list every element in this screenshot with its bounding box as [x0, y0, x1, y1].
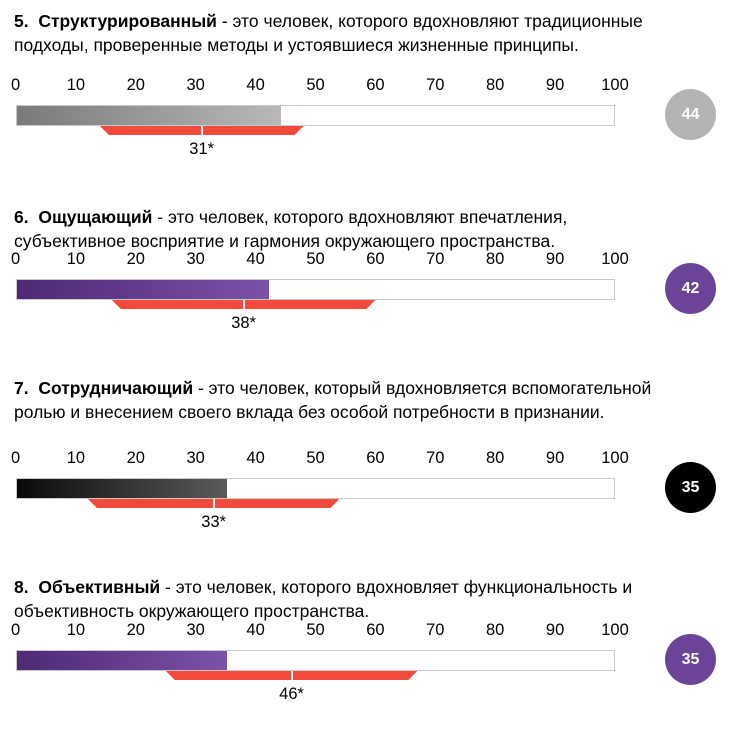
tick-label: 50	[306, 621, 325, 639]
tick-label: 30	[186, 76, 205, 94]
section-description: 5. Структурированный - это человек, кото…	[14, 10, 654, 57]
tick-label: 10	[66, 250, 86, 268]
score-chart: 0 10 20 30 40 50 60 70 80 90 100 46* 35	[0, 621, 731, 741]
norm-average-label: 46*	[279, 685, 304, 703]
tick-label: 100	[601, 250, 629, 268]
score-badge: 35	[665, 634, 716, 685]
tick-label: 50	[306, 449, 325, 467]
tick-label: 0	[11, 621, 21, 639]
tick-label: 10	[66, 76, 86, 94]
section-text: - это человек, который вдохновляется всп…	[14, 378, 652, 422]
tick-label: 10	[66, 621, 86, 639]
score-track	[16, 650, 615, 671]
section-title: Объективный	[38, 577, 161, 597]
tick-label: 100	[601, 449, 629, 467]
tick-label: 40	[246, 76, 265, 94]
tick-label: 40	[246, 621, 265, 639]
score-bar	[17, 106, 281, 125]
tick-label: 100	[601, 76, 629, 94]
section-title: Структурированный	[38, 11, 217, 31]
section-number: 6.	[14, 207, 29, 227]
tick-label: 60	[366, 621, 385, 639]
section-number: 7.	[14, 378, 29, 398]
tick-label: 80	[486, 76, 505, 94]
norm-average-label: 38*	[231, 314, 256, 332]
tick-label: 40	[246, 250, 265, 268]
section-number: 8.	[14, 577, 29, 597]
tick-label: 20	[126, 76, 145, 94]
tick-label: 80	[486, 449, 505, 467]
tick-label: 50	[306, 250, 325, 268]
norm-average-label: 33*	[201, 513, 227, 531]
score-chart: 0 10 20 30 40 50 60 70 80 90 100 33* 35	[0, 449, 731, 569]
tick-label: 80	[486, 250, 505, 268]
tick-label: 20	[126, 449, 145, 467]
score-track	[16, 478, 615, 499]
section-description: 7. Сотрудничающий - это человек, который…	[14, 377, 654, 424]
score-bar	[17, 479, 227, 498]
tick-label: 70	[426, 621, 445, 639]
tick-label: 50	[306, 76, 325, 94]
tick-label: 100	[601, 621, 629, 639]
tick-label: 30	[186, 250, 205, 268]
norm-average-label: 31*	[189, 140, 215, 158]
norm-average-marker	[200, 126, 203, 135]
tick-label: 60	[366, 250, 385, 268]
score-track	[16, 105, 615, 126]
tick-label: 70	[426, 250, 445, 268]
section-title: Сотрудничающий	[38, 378, 194, 398]
score-chart: 0 10 20 30 40 50 60 70 80 90 100 38* 42	[0, 250, 731, 370]
norm-average-marker	[290, 671, 293, 680]
section-description: 6. Ощущающий - это человек, которого вдо…	[14, 206, 654, 253]
tick-label: 0	[11, 76, 21, 94]
score-track	[16, 279, 615, 300]
tick-label: 70	[426, 76, 445, 94]
section-description: 8. Объективный - это человек, которого в…	[14, 576, 654, 623]
tick-label: 30	[186, 449, 205, 467]
tick-label: 60	[366, 76, 385, 94]
section-text: - это человек, которого вдохновляют впеч…	[14, 207, 568, 251]
tick-label: 0	[11, 250, 21, 268]
norm-average-marker	[242, 300, 245, 309]
score-badge: 42	[665, 263, 716, 314]
score-chart: 0 10 20 30 40 50 60 70 80 90 100 31* 44	[0, 76, 731, 196]
tick-label: 40	[246, 449, 265, 467]
norm-average-marker	[212, 499, 215, 508]
section-text: - это человек, которого вдохновляют трад…	[14, 11, 643, 55]
tick-label: 0	[11, 449, 21, 467]
tick-label: 90	[545, 76, 565, 94]
score-bar	[17, 651, 227, 670]
section-text: - это человек, которого вдохновляет функ…	[14, 577, 633, 621]
tick-label: 90	[545, 449, 565, 467]
score-badge: 35	[665, 462, 716, 513]
score-bar	[17, 280, 269, 299]
tick-label: 60	[366, 449, 385, 467]
score-badge: 44	[665, 89, 716, 140]
section-title: Ощущающий	[38, 207, 153, 227]
tick-label: 20	[126, 621, 145, 639]
tick-label: 90	[545, 250, 565, 268]
tick-label: 90	[545, 621, 565, 639]
tick-label: 70	[426, 449, 445, 467]
section-number: 5.	[14, 11, 29, 31]
tick-label: 20	[126, 250, 145, 268]
tick-label: 30	[186, 621, 205, 639]
tick-label: 80	[486, 621, 505, 639]
tick-label: 10	[66, 449, 86, 467]
